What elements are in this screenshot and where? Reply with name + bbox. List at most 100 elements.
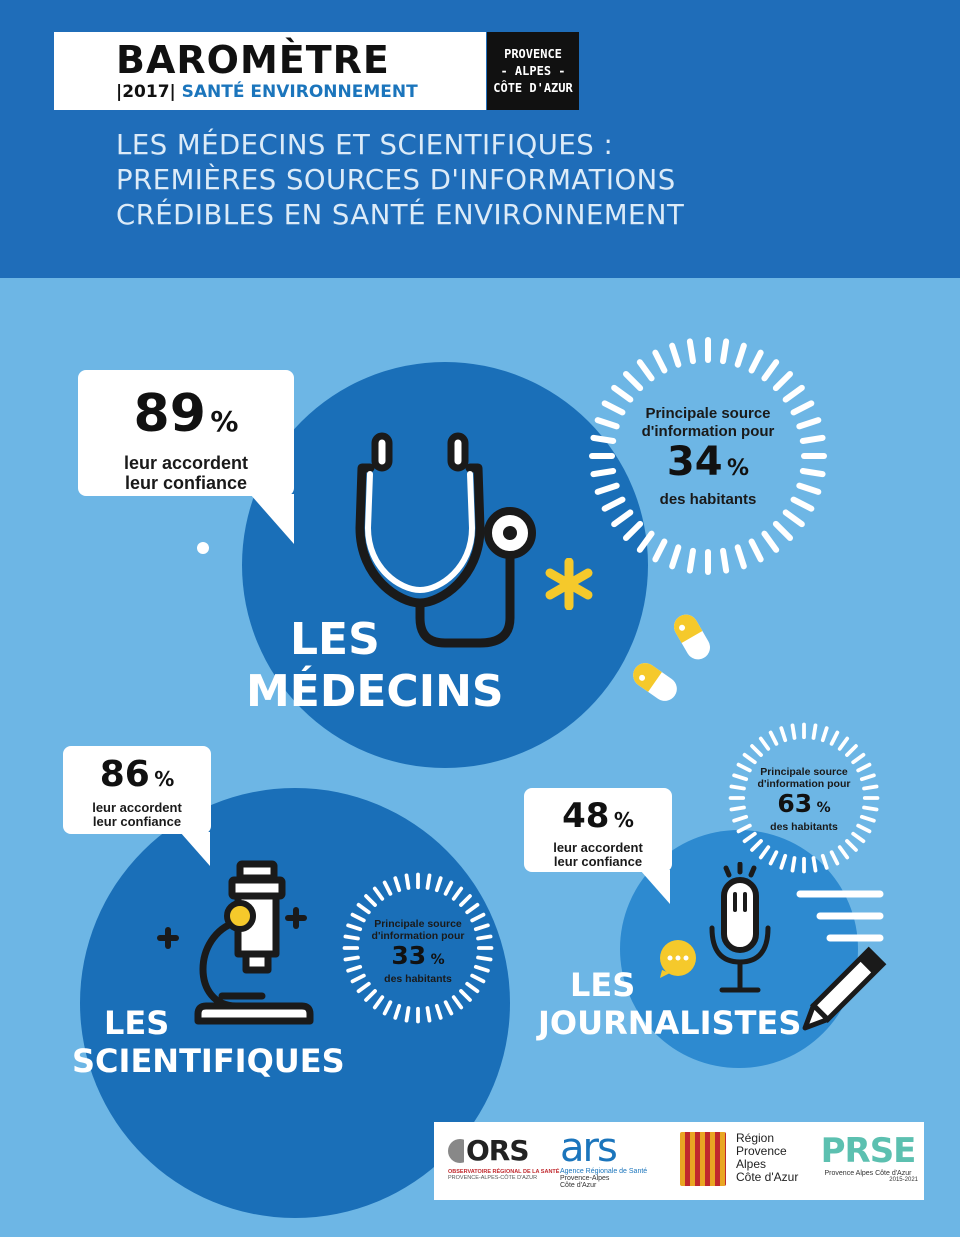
pill-icon — [674, 614, 710, 660]
ring-dash — [859, 814, 876, 823]
ring-dash — [720, 338, 730, 365]
ars-subtitle: Agence Régionale de Santé — [560, 1168, 648, 1175]
ring-dash — [772, 520, 794, 542]
ring-dash — [851, 752, 866, 765]
ring-dash — [845, 839, 858, 852]
dot-decoration — [197, 542, 209, 554]
ors-subtitle: PROVENCE-ALPES-CÔTE D'AZUR — [448, 1175, 538, 1181]
ring-dash — [779, 853, 788, 870]
ring-dash — [729, 805, 746, 812]
ring-dash — [799, 434, 826, 444]
headline-line: PREMIÈRES SOURCES D'INFORMATIONS — [116, 164, 676, 196]
ring-dash — [611, 509, 634, 528]
journalistes-label-line1: LES — [570, 966, 636, 1004]
source-text: d'information pour — [371, 930, 465, 942]
medecins-label-line2: MÉDECINS — [246, 666, 504, 717]
source-text: Principale source — [374, 918, 462, 930]
ring-dash — [811, 856, 818, 873]
ars-subtitle: Côte d'Azur — [560, 1182, 597, 1189]
ring-dash — [768, 730, 779, 746]
ars-logo-text: ars — [560, 1125, 618, 1171]
ring-dash — [473, 964, 490, 973]
ring-dash — [636, 359, 655, 382]
source-value: 34 — [666, 439, 723, 485]
ring-dash — [393, 1003, 402, 1020]
bubble-tail — [250, 494, 294, 544]
ring-dash — [686, 547, 696, 574]
ring-dash — [782, 384, 805, 403]
ring-dash — [350, 973, 366, 984]
headline-line: LES MÉDECINS ET SCIENTIFIQUES : — [116, 129, 614, 161]
ring-dash — [862, 784, 879, 791]
ring-dash — [720, 547, 730, 574]
speed-lines-icon — [796, 890, 884, 942]
ring-dash — [811, 723, 818, 740]
ring-dash — [820, 853, 829, 870]
trust-text: leur accordent — [92, 800, 182, 815]
ring-dash — [601, 400, 626, 416]
region-logo-text: Région Provence Alpes Côte d'Azur — [736, 1132, 798, 1184]
ring-dash — [443, 880, 454, 896]
journalistes-trust-bubble: 48 % leur accordent leur confiance — [524, 788, 672, 872]
barometer-subtitle: |2017| SANTÉ ENVIRONNEMENT — [116, 82, 418, 102]
ring-dash — [594, 417, 620, 430]
ring-dash — [820, 726, 829, 743]
ring-dash — [856, 762, 872, 773]
ring-dash — [473, 923, 490, 932]
region-text-line: Alpes — [736, 1157, 767, 1171]
asterisk-icon — [545, 558, 593, 610]
brand-box: BAROMÈTRE |2017| SANTÉ ENVIRONNEMENT — [54, 32, 486, 110]
stethoscope-icon — [355, 432, 536, 648]
ring-dash — [734, 544, 747, 570]
source-text: Principale source — [645, 405, 771, 422]
scientifiques-label-line2: SCIENTIFIQUES — [72, 1042, 345, 1080]
ring-dash — [476, 934, 493, 941]
ring-dash — [459, 894, 472, 907]
ors-subtitle: OBSERVATOIRE RÉGIONAL DE LA SANTÉ — [448, 1169, 560, 1175]
source-text: d'information pour — [757, 778, 851, 790]
ring-dash — [758, 736, 771, 751]
ring-dash — [742, 752, 757, 765]
source-value: 63 — [777, 789, 813, 818]
scientifiques-label-line1: LES — [104, 1004, 170, 1042]
microphone-icon — [709, 862, 771, 993]
ring-dash — [652, 349, 668, 374]
ring-dash — [748, 538, 764, 563]
ring-dash — [790, 400, 815, 416]
ring-dash — [434, 876, 443, 893]
chat-dots-icon — [660, 940, 696, 978]
ring-dash — [856, 823, 872, 834]
ring-dash — [736, 762, 752, 773]
ring-dash — [434, 1003, 443, 1020]
ring-dash — [443, 1000, 454, 1016]
ring-dash — [742, 831, 757, 844]
region-line: PROVENCE — [504, 46, 562, 61]
region-text-line: Côte d'Azur — [736, 1170, 799, 1184]
barometer-title: BAROMÈTRE — [116, 38, 390, 82]
ring-dash — [729, 784, 746, 791]
ring-dash — [734, 342, 747, 368]
ring-dash — [732, 773, 749, 782]
pill-icon — [633, 663, 677, 701]
ring-dash — [779, 726, 788, 743]
ring-dash — [343, 934, 360, 941]
bubble-tail — [640, 870, 670, 904]
ars-logo: ars Agence Régionale de Santé Provence-A… — [560, 1128, 670, 1189]
trust-text: leur confiance — [553, 854, 643, 869]
source-text: d'information pour — [641, 423, 775, 440]
trust-sign: % — [154, 767, 175, 791]
medecins-trust-bubble: 89 % leur accordent leur confiance — [78, 370, 294, 496]
ring-dash — [601, 496, 626, 512]
partner-logos: ORS OBSERVATOIRE RÉGIONAL DE LA SANTÉ PR… — [434, 1122, 924, 1200]
subtitle-label: SANTÉ ENVIRONNEMENT — [181, 82, 418, 102]
ring-dash — [837, 845, 850, 860]
ors-logo-text: ORS — [464, 1134, 531, 1167]
ring-dash — [790, 856, 797, 873]
ring-dash — [732, 814, 749, 823]
microscope-icon — [157, 860, 314, 1025]
ring-dash — [837, 736, 850, 751]
ring-dash — [451, 995, 464, 1010]
ars-subtitle: Provence-Alpes — [560, 1175, 610, 1182]
ring-dash — [346, 923, 363, 932]
ring-dash — [372, 886, 385, 901]
